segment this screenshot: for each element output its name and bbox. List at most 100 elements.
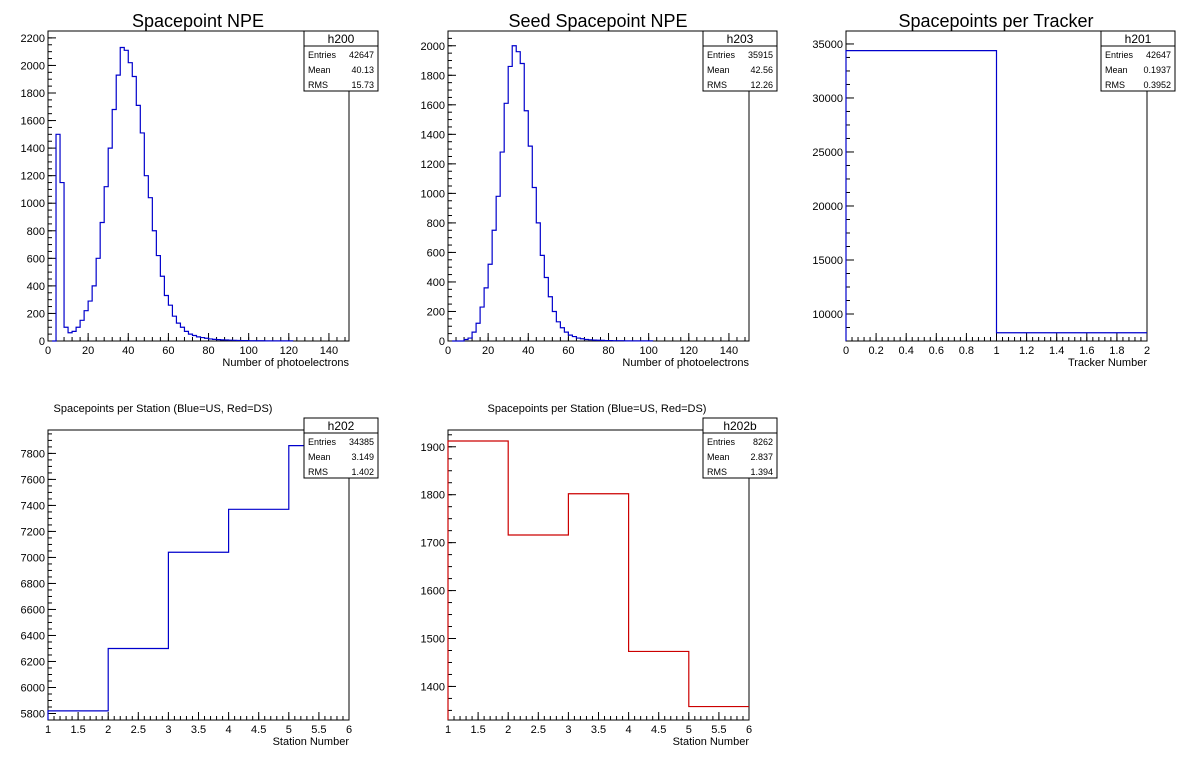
x-tick-label: 4 bbox=[226, 724, 232, 736]
stats-label-rms: RMS bbox=[308, 80, 328, 90]
y-tick-label: 600 bbox=[427, 247, 445, 259]
histogram-bin bbox=[601, 340, 605, 341]
histogram-bin bbox=[80, 320, 84, 341]
histogram-bin bbox=[496, 196, 500, 341]
x-tick-label: 0 bbox=[445, 345, 451, 357]
x-tick-label: 0 bbox=[843, 345, 849, 357]
x-axis-title: Station Number bbox=[673, 736, 750, 748]
stats-label-mean: Mean bbox=[308, 65, 331, 75]
y-tick-label: 200 bbox=[27, 308, 45, 320]
stats-value-entries: 35915 bbox=[748, 50, 773, 60]
y-tick-label: 1800 bbox=[421, 70, 445, 82]
histogram-bin bbox=[56, 134, 60, 341]
histogram-line bbox=[845, 50, 1147, 341]
y-tick-label: 6800 bbox=[21, 578, 45, 590]
stats-histogram-name: h202b bbox=[723, 419, 757, 433]
x-tick-label: 120 bbox=[280, 345, 298, 357]
histogram-bin bbox=[100, 223, 104, 341]
stats-box-frame bbox=[702, 30, 778, 92]
y-tick-label: 1600 bbox=[421, 100, 445, 112]
histogram-bin bbox=[580, 339, 584, 341]
x-tick-label: 1.5 bbox=[470, 724, 485, 736]
stats-value-entries: 42647 bbox=[1146, 50, 1171, 60]
histogram-bin bbox=[512, 46, 516, 341]
stats-label-mean: Mean bbox=[707, 452, 730, 462]
stats-box: h202 Entries 34385 Mean 3.149 RMS 1.402 bbox=[303, 417, 379, 479]
stats-histogram-name: h202 bbox=[328, 419, 355, 433]
y-tick-label: 0 bbox=[439, 336, 445, 348]
y-tick-label: 1700 bbox=[421, 538, 445, 550]
stats-value-mean: 3.149 bbox=[351, 452, 374, 462]
histogram-bin bbox=[225, 340, 229, 341]
y-tick-label: 7600 bbox=[21, 474, 45, 486]
y-tick-label: 1400 bbox=[421, 129, 445, 141]
x-tick-label: 3 bbox=[165, 724, 171, 736]
y-tick-label: 1400 bbox=[421, 681, 445, 693]
x-tick-label: 1 bbox=[993, 345, 999, 357]
histogram-bin bbox=[689, 707, 749, 720]
histogram-bin bbox=[536, 223, 540, 341]
y-tick-label: 7400 bbox=[21, 500, 45, 512]
stats-value-entries: 42647 bbox=[349, 50, 374, 60]
x-tick-label: 1.6 bbox=[1079, 345, 1094, 357]
histogram-bin bbox=[464, 340, 468, 341]
histogram-bin bbox=[120, 48, 124, 341]
stats-label-entries: Entries bbox=[1105, 50, 1134, 60]
histogram-line bbox=[52, 46, 294, 342]
histogram-bin bbox=[116, 75, 120, 341]
x-tick-label: 4.5 bbox=[251, 724, 266, 736]
x-tick-label: 0.6 bbox=[929, 345, 944, 357]
histogram-bin bbox=[556, 322, 560, 341]
stats-label-mean: Mean bbox=[707, 65, 730, 75]
histogram-bin bbox=[584, 340, 588, 341]
y-tick-label: 6000 bbox=[21, 682, 45, 694]
y-tick-label: 6200 bbox=[21, 656, 45, 668]
histogram-bin bbox=[508, 66, 512, 341]
histogram-bin bbox=[528, 146, 532, 341]
x-tick-label: 0.8 bbox=[959, 345, 974, 357]
x-tick-label: 2 bbox=[1144, 345, 1150, 357]
y-tick-label: 7200 bbox=[21, 526, 45, 538]
x-tick-label: 140 bbox=[320, 345, 338, 357]
stats-label-mean: Mean bbox=[1105, 65, 1128, 75]
x-axis-title: Station Number bbox=[273, 736, 350, 748]
y-tick-label: 1400 bbox=[21, 143, 45, 155]
stats-box-frame bbox=[303, 417, 379, 479]
histogram-bin bbox=[588, 340, 592, 341]
x-tick-label: 3.5 bbox=[591, 724, 606, 736]
y-tick-label: 1500 bbox=[421, 634, 445, 646]
histogram-bin bbox=[132, 76, 136, 341]
histogram-bin bbox=[168, 552, 228, 720]
y-tick-label: 1600 bbox=[421, 586, 445, 598]
x-tick-label: 20 bbox=[82, 345, 94, 357]
histogram-bin bbox=[548, 297, 552, 341]
x-tick-label: 60 bbox=[562, 345, 574, 357]
stats-value-rms: 0.3952 bbox=[1143, 80, 1171, 90]
x-axis-title: Number of photoelectrons bbox=[222, 357, 349, 369]
pad-h202: Spacepoints per Station (Blue=US, Red=DS… bbox=[21, 403, 379, 748]
histogram-bin bbox=[88, 301, 92, 341]
stats-label-mean: Mean bbox=[308, 452, 331, 462]
y-tick-label: 1800 bbox=[421, 490, 445, 502]
y-tick-label: 7800 bbox=[21, 448, 45, 460]
stats-histogram-name: h203 bbox=[727, 32, 754, 46]
stats-label-rms: RMS bbox=[707, 467, 727, 477]
histogram-bin bbox=[592, 340, 596, 341]
histogram-bin bbox=[564, 332, 568, 341]
x-tick-label: 120 bbox=[680, 345, 698, 357]
x-tick-label: 80 bbox=[202, 345, 214, 357]
histogram-bin bbox=[164, 296, 168, 341]
histogram-bin bbox=[476, 323, 480, 341]
stats-value-rms: 1.394 bbox=[750, 467, 773, 477]
stats-value-rms: 12.26 bbox=[750, 80, 773, 90]
histogram-bin bbox=[72, 331, 76, 341]
x-tick-label: 1 bbox=[45, 724, 51, 736]
x-tick-label: 4.5 bbox=[651, 724, 666, 736]
x-tick-label: 40 bbox=[122, 345, 134, 357]
histogram-bin bbox=[152, 231, 156, 341]
histogram-bin bbox=[104, 187, 108, 341]
x-tick-label: 2 bbox=[505, 724, 511, 736]
y-tick-label: 7000 bbox=[21, 552, 45, 564]
